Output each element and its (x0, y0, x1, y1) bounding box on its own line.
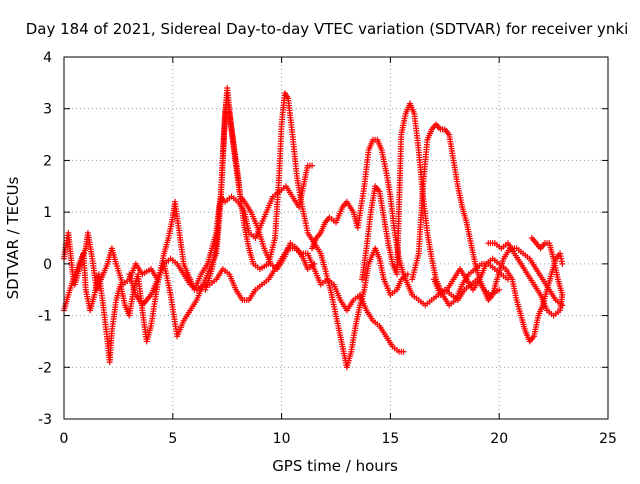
data-point (559, 260, 566, 267)
axis-ticks: 0 5 10 15 20 25 -3 -2 -1 0 1 2 3 4 (38, 50, 617, 447)
x-tick-label: 5 (168, 431, 177, 447)
x-tick-label: 20 (490, 431, 508, 447)
x-tick-label: 10 (273, 431, 291, 447)
y-tick-label: -2 (38, 360, 52, 376)
plot-frame (63, 56, 609, 420)
y-tick-label: 2 (43, 153, 52, 169)
x-tick-label: 0 (60, 431, 69, 447)
x-axis-label: GPS time / hours (272, 457, 398, 475)
y-tick-label: -1 (38, 309, 52, 325)
x-tick-label: 15 (381, 431, 399, 447)
data-point (309, 162, 316, 169)
y-tick-label: 1 (43, 205, 52, 221)
data-point (528, 235, 535, 241)
y-tick-label: 0 (43, 257, 52, 273)
chart-title: Day 184 of 2021, Sidereal Day-to-day VTE… (26, 20, 629, 38)
data-point (496, 286, 503, 293)
data-points (61, 85, 566, 371)
x-tick-label: 25 (599, 431, 617, 447)
grid (64, 57, 608, 419)
data-point (400, 348, 407, 355)
y-axis-label: SDTVAR / TECUs (4, 176, 22, 299)
y-tick-label: 3 (43, 102, 52, 118)
y-tick-label: -3 (38, 412, 52, 428)
y-tick-label: 4 (43, 50, 52, 66)
